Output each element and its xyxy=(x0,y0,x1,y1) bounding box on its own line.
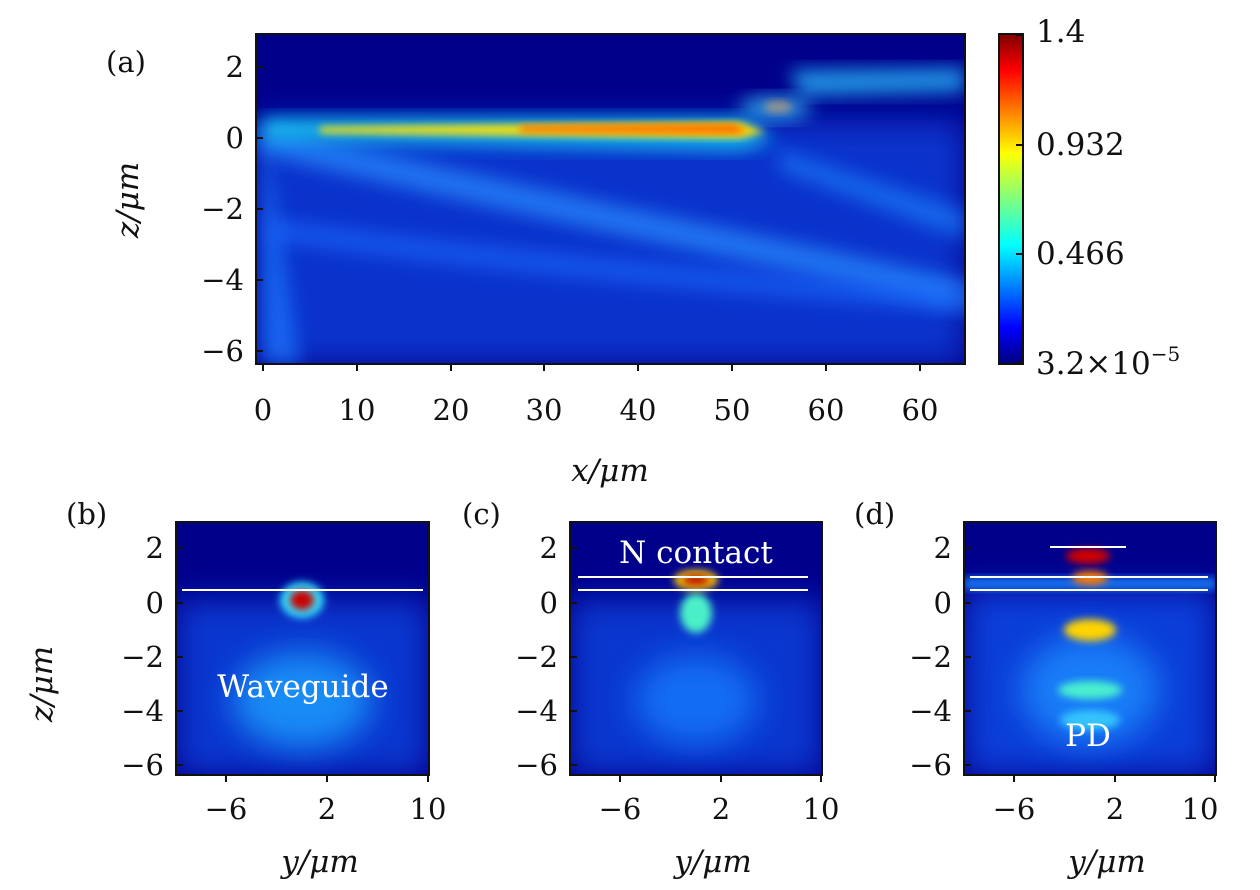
panel-b-annotation: Waveguide xyxy=(217,669,388,705)
panel-a-waveguide-core xyxy=(520,124,748,134)
panel-c-ytick-label: −4 xyxy=(515,694,558,728)
colorbar-label-lower: 0.466 xyxy=(1036,236,1125,272)
panel-a-xtick-label: 60 xyxy=(808,393,845,427)
panel-d-top-hotspot xyxy=(1066,548,1110,564)
panel-a-y-ticks: 2 0 −2 −4 −6 xyxy=(201,50,263,368)
panel-a-xtick-label: 0 xyxy=(254,393,272,427)
panel-d-ytick-label: 0 xyxy=(934,586,952,620)
colorbar-label-min-exponent: −5 xyxy=(1151,342,1180,366)
panel-b: (b) Waveguide 2 0 −2 −4 −6 −6 xyxy=(24,497,446,880)
panel-c-annotation: N contact xyxy=(619,535,773,571)
panel-b-ytick-label: −6 xyxy=(121,748,164,782)
panel-b-radiation-lobe xyxy=(232,652,372,748)
panel-c-frame xyxy=(569,521,823,776)
panel-b-frame xyxy=(175,521,430,776)
panel-b-hotspot xyxy=(290,590,314,610)
panel-d-x-axis-label: y/μm xyxy=(1066,844,1146,880)
panel-b-x-axis-label: y/μm xyxy=(279,844,359,880)
panel-c-x-ticks: −6 2 10 xyxy=(599,775,840,826)
panel-d-frame xyxy=(963,521,1217,776)
panel-d-standing-wave-2 xyxy=(1058,681,1122,699)
panel-b-ytick-label: 2 xyxy=(146,531,164,565)
panel-b-xtick-label: 2 xyxy=(318,792,336,826)
panel-a-ytick-label: 0 xyxy=(226,121,244,155)
panel-b-y-ticks: 2 0 −2 −4 −6 xyxy=(121,531,183,782)
panel-a-label: (a) xyxy=(106,45,146,79)
panel-d-annotation: PD xyxy=(1065,718,1111,754)
panel-a-mid-branch xyxy=(780,150,965,240)
colorbar: 1.4 0.932 0.466 3.2×10−5 xyxy=(998,14,1180,382)
panel-c-lower-lobe xyxy=(680,593,712,633)
panel-b-y-axis-label: z/μm xyxy=(24,646,60,723)
panel-d-x-ticks: −6 2 10 xyxy=(993,775,1219,826)
panel-d-y-ticks: 2 0 −2 −4 −6 xyxy=(909,531,971,782)
colorbar-label-max: 1.4 xyxy=(1036,14,1085,50)
panel-d-standing-wave-3 xyxy=(1060,710,1120,730)
panel-c-ytick-label: 0 xyxy=(540,586,558,620)
panel-a-x-ticks: 0 10 20 30 40 50 60 60 xyxy=(254,364,939,427)
panel-a-frame xyxy=(255,33,966,365)
colorbar-label-min-mantissa: 3.2×10 xyxy=(1036,346,1151,382)
panel-b-heatmap: Waveguide xyxy=(176,522,429,775)
panel-a-ytick-label: 2 xyxy=(226,50,244,84)
panel-a-ytick-label: −6 xyxy=(201,334,244,368)
panel-d-ytick-label: 2 xyxy=(934,531,952,565)
panel-d-standing-wave-1 xyxy=(1064,619,1116,641)
panel-a-xtick-label: 60 xyxy=(902,393,939,427)
panel-d-xtick-label: −6 xyxy=(993,792,1036,826)
panel-d-ytick-label: −6 xyxy=(909,748,952,782)
panel-a-ytick-label: −2 xyxy=(201,192,244,226)
panel-a-lower-beam-2 xyxy=(268,219,965,311)
panel-d-ytick-label: −2 xyxy=(909,640,952,674)
panel-a-xtick-label: 20 xyxy=(433,393,470,427)
colorbar-label-upper: 0.932 xyxy=(1036,127,1125,163)
panel-a-x-axis-label: x/μm xyxy=(571,453,648,489)
panel-a-ytick-label: −4 xyxy=(201,263,244,297)
panel-d: (d) PD 2 0 −2 −4 −6 xyxy=(854,497,1218,880)
panel-c: (c) N contact 2 0 −2 −4 −6 xyxy=(462,497,839,880)
panel-d-xtick-label: 2 xyxy=(1106,792,1124,826)
panel-d-ytick-label: −4 xyxy=(909,694,952,728)
panel-d-xtick-label: 10 xyxy=(1182,792,1219,826)
panel-b-x-ticks: −6 2 10 xyxy=(205,775,447,826)
panel-c-xtick-label: 2 xyxy=(712,792,730,826)
panel-c-ytick-label: −6 xyxy=(515,748,558,782)
panel-c-x-axis-label: y/μm xyxy=(672,844,752,880)
panel-a-xtick-label: 30 xyxy=(526,393,563,427)
panel-a-hotspot-halo xyxy=(739,96,811,120)
panel-c-heatmap: N contact xyxy=(570,522,822,775)
panel-a-y-axis-label: z/μm xyxy=(110,162,146,239)
colorbar-gradient xyxy=(998,33,1024,365)
panel-b-xtick-label: 10 xyxy=(410,792,447,826)
colorbar-label-min: 3.2×10−5 xyxy=(1036,342,1180,382)
panel-d-heatmap: PD xyxy=(964,522,1216,775)
panel-a-xtick-label: 40 xyxy=(620,393,657,427)
panel-b-label: (b) xyxy=(66,497,107,531)
panel-c-y-ticks: 2 0 −2 −4 −6 xyxy=(515,531,577,782)
panel-d-label: (d) xyxy=(854,497,895,531)
panel-c-xtick-label: −6 xyxy=(599,792,642,826)
panel-b-ytick-label: 0 xyxy=(146,586,164,620)
panel-a-heatmap xyxy=(256,34,965,364)
panel-c-ytick-label: −2 xyxy=(515,640,558,674)
panel-c-radiation-lobe xyxy=(634,655,758,745)
panel-b-xtick-label: −6 xyxy=(205,792,248,826)
panel-b-ytick-label: −2 xyxy=(121,640,164,674)
panel-a-upper-branch xyxy=(790,68,965,96)
panel-c-xtick-label: 10 xyxy=(803,792,840,826)
panel-c-ytick-label: 2 xyxy=(540,531,558,565)
panel-b-ytick-label: −4 xyxy=(121,694,164,728)
panel-a: (a) 2 0 −2 −4 −6 xyxy=(106,33,966,489)
panel-c-label: (c) xyxy=(462,497,501,531)
panel-a-xtick-label: 50 xyxy=(714,393,751,427)
panel-a-xtick-label: 10 xyxy=(339,393,376,427)
